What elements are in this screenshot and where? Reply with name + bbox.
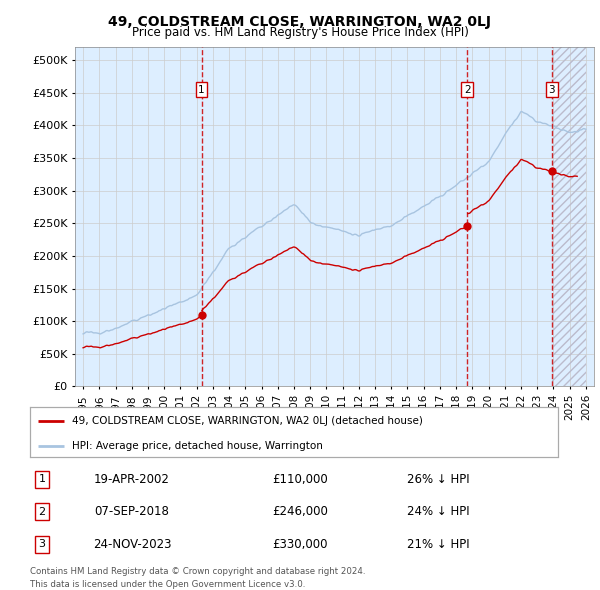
- Text: 26% ↓ HPI: 26% ↓ HPI: [407, 473, 469, 486]
- Text: £330,000: £330,000: [272, 537, 328, 551]
- Text: 3: 3: [548, 84, 555, 94]
- Text: £110,000: £110,000: [272, 473, 328, 486]
- Text: Contains HM Land Registry data © Crown copyright and database right 2024.: Contains HM Land Registry data © Crown c…: [30, 567, 365, 576]
- Text: 1: 1: [38, 474, 46, 484]
- Text: £246,000: £246,000: [272, 505, 328, 519]
- Text: 2: 2: [464, 84, 470, 94]
- Text: HPI: Average price, detached house, Warrington: HPI: Average price, detached house, Warr…: [72, 441, 323, 451]
- Text: Price paid vs. HM Land Registry's House Price Index (HPI): Price paid vs. HM Land Registry's House …: [131, 26, 469, 39]
- Text: This data is licensed under the Open Government Licence v3.0.: This data is licensed under the Open Gov…: [30, 580, 305, 589]
- Text: 3: 3: [38, 539, 46, 549]
- Text: 49, COLDSTREAM CLOSE, WARRINGTON, WA2 0LJ (detached house): 49, COLDSTREAM CLOSE, WARRINGTON, WA2 0L…: [72, 416, 423, 426]
- Text: 19-APR-2002: 19-APR-2002: [94, 473, 170, 486]
- Text: 24-NOV-2023: 24-NOV-2023: [93, 537, 171, 551]
- Text: 49, COLDSTREAM CLOSE, WARRINGTON, WA2 0LJ: 49, COLDSTREAM CLOSE, WARRINGTON, WA2 0L…: [109, 15, 491, 29]
- Text: 2: 2: [38, 507, 46, 517]
- Text: 1: 1: [198, 84, 205, 94]
- Text: 07-SEP-2018: 07-SEP-2018: [95, 505, 169, 519]
- Text: 21% ↓ HPI: 21% ↓ HPI: [407, 537, 469, 551]
- Text: 24% ↓ HPI: 24% ↓ HPI: [407, 505, 469, 519]
